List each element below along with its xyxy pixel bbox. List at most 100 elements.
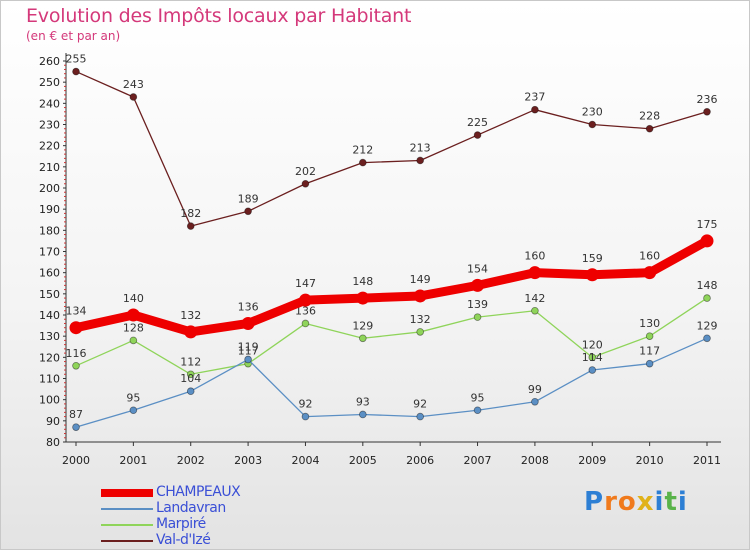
data-point-marpir- [645, 332, 654, 340]
legend-label-landavran: Landavran [156, 500, 226, 516]
data-point-champeaux [585, 268, 599, 282]
data-label-val-d-iz-: 243 [123, 78, 144, 91]
y-tick-label: 100 [39, 394, 60, 407]
data-label-champeaux: 160 [524, 250, 545, 263]
y-tick-label: 240 [39, 97, 60, 110]
y-tick-label: 190 [39, 203, 60, 216]
data-point-val-d-iz- [531, 105, 539, 114]
data-label-val-d-iz-: 189 [238, 192, 259, 205]
data-point-marpir- [473, 313, 482, 321]
data-point-champeaux [356, 291, 370, 305]
data-label-val-d-iz-: 255 [66, 53, 87, 66]
data-point-val-d-iz- [72, 67, 80, 76]
legend-swatch-marpire [101, 524, 153, 526]
x-tick-label: 2006 [406, 454, 434, 467]
data-point-champeaux [69, 321, 83, 335]
data-label-landavran: 87 [69, 408, 83, 421]
series-line-marpir- [75, 297, 708, 375]
x-tick-label: 2007 [464, 454, 492, 467]
y-tick-label: 200 [39, 182, 60, 195]
data-label-marpir-: 112 [180, 355, 201, 368]
data-point-marpir- [703, 294, 711, 302]
proxiti-logo: Proxiti [584, 487, 688, 517]
logo-letter: x [636, 487, 655, 517]
data-label-marpir-: 148 [697, 279, 718, 292]
y-tick-label: 230 [39, 119, 60, 132]
y-tick-label: 210 [39, 161, 60, 174]
logo-letter: i [677, 487, 688, 517]
data-label-landavran: 117 [639, 345, 660, 358]
data-point-marpir- [588, 353, 597, 362]
data-label-champeaux: 159 [582, 252, 603, 265]
data-point-val-d-iz- [473, 131, 482, 139]
logo-letter: r [604, 487, 618, 517]
data-point-val-d-iz- [416, 156, 424, 165]
data-label-marpir-: 120 [582, 338, 603, 351]
data-label-landavran: 95 [471, 391, 485, 404]
data-point-marpir- [72, 361, 80, 370]
data-point-landavran [359, 410, 367, 419]
data-point-landavran [186, 387, 195, 396]
data-label-champeaux: 175 [697, 218, 718, 231]
y-tick-label: 160 [39, 267, 60, 280]
data-point-landavran [72, 423, 80, 431]
data-point-val-d-iz- [129, 93, 138, 101]
data-label-val-d-iz-: 230 [582, 106, 603, 119]
y-tick-label: 140 [39, 309, 60, 322]
data-label-champeaux: 134 [66, 305, 87, 318]
data-point-marpir- [531, 306, 539, 315]
data-label-marpir-: 128 [123, 321, 144, 334]
data-point-val-d-iz- [645, 124, 654, 133]
y-tick-label: 150 [39, 288, 60, 301]
logo-letter: t [664, 487, 678, 517]
data-point-marpir- [416, 328, 424, 336]
chart-subtitle: (en € et par an) [26, 29, 121, 43]
x-tick-label: 2003 [234, 454, 262, 467]
x-tick-label: 2009 [578, 454, 606, 467]
legend-label-champeaux: CHAMPEAUX [156, 484, 241, 500]
data-label-champeaux: 154 [467, 262, 488, 275]
legend-label-val-d-ize: Val-d'Izé [156, 532, 211, 548]
data-label-val-d-iz-: 182 [180, 207, 201, 220]
data-label-val-d-iz-: 213 [410, 141, 431, 154]
data-label-champeaux: 148 [352, 275, 373, 288]
data-label-marpir-: 136 [295, 304, 316, 317]
data-point-marpir- [301, 319, 310, 328]
x-tick-label: 2005 [349, 454, 377, 467]
y-tick-label: 110 [39, 373, 60, 386]
x-tick-label: 2002 [177, 454, 205, 467]
x-tick-label: 2011 [693, 454, 721, 467]
data-label-val-d-iz-: 212 [352, 144, 373, 157]
x-tick-label: 2004 [291, 454, 319, 467]
y-tick-label: 80 [46, 436, 60, 449]
x-tick-label: 2000 [62, 454, 90, 467]
data-label-landavran: 129 [697, 319, 718, 332]
data-label-landavran: 92 [298, 398, 312, 411]
x-tick-label: 2008 [521, 454, 549, 467]
y-tick-label: 250 [39, 76, 60, 89]
series-line-landavran [75, 337, 708, 428]
data-label-landavran: 93 [356, 395, 370, 408]
data-point-champeaux [528, 266, 542, 280]
data-label-val-d-iz-: 202 [295, 165, 316, 178]
logo-letter: o [617, 487, 637, 517]
data-point-marpir- [186, 370, 195, 379]
y-tick-label: 180 [39, 224, 60, 237]
data-label-val-d-iz-: 237 [524, 91, 545, 104]
data-point-landavran [301, 412, 310, 421]
data-label-champeaux: 132 [180, 309, 201, 322]
data-point-champeaux [126, 308, 140, 322]
data-point-champeaux [413, 289, 427, 303]
data-point-champeaux [700, 234, 714, 248]
data-label-landavran: 95 [126, 391, 140, 404]
data-point-champeaux [241, 316, 255, 330]
legend-swatch-landavran [101, 508, 153, 510]
y-tick-label: 130 [39, 330, 60, 343]
data-point-val-d-iz- [244, 207, 252, 216]
logo-letter: P [584, 487, 605, 517]
data-point-landavran [703, 334, 711, 343]
data-label-landavran: 99 [528, 383, 542, 396]
data-point-landavran [645, 359, 654, 368]
data-point-marpir- [129, 336, 138, 345]
data-label-marpir-: 130 [639, 317, 660, 330]
